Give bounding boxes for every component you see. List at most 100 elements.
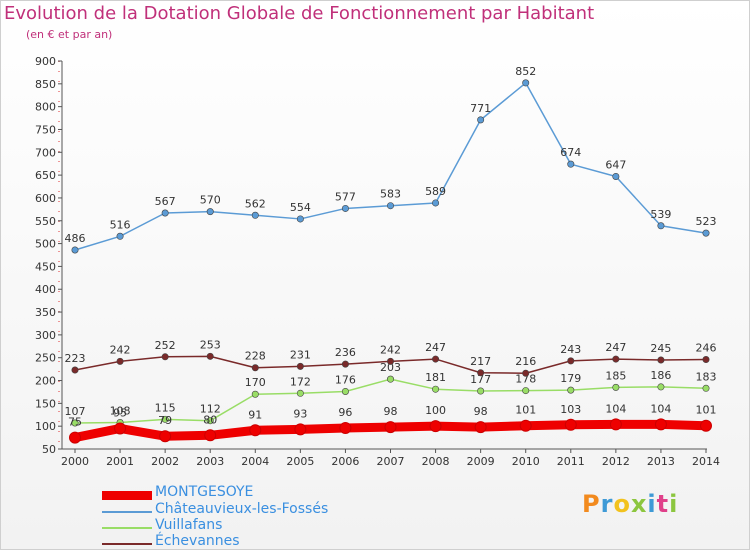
data-point xyxy=(251,211,259,219)
data-point xyxy=(296,215,304,223)
y-tick-label: 500 xyxy=(35,238,56,251)
data-label: 98 xyxy=(474,405,488,418)
data-label: 98 xyxy=(384,405,398,418)
legend-swatch-echevannes xyxy=(102,543,152,545)
data-point xyxy=(206,352,214,360)
logo-letter: x xyxy=(630,490,648,518)
data-label: 674 xyxy=(560,146,581,159)
data-label: 104 xyxy=(650,402,671,415)
data-point xyxy=(386,375,394,383)
data-label: 178 xyxy=(515,373,536,386)
logo-letter: t xyxy=(656,490,670,518)
chart-subtitle: (en € et par an) xyxy=(26,28,113,41)
data-label: 100 xyxy=(425,404,446,417)
data-label: 570 xyxy=(200,194,221,207)
data-label: 216 xyxy=(515,355,536,368)
data-point xyxy=(702,229,710,237)
x-tick-label: 2010 xyxy=(512,455,540,468)
data-point xyxy=(161,353,169,361)
data-label: 252 xyxy=(155,339,176,352)
data-point xyxy=(522,79,530,87)
data-label: 185 xyxy=(605,369,626,382)
legend-swatch-vuillafans xyxy=(102,527,152,529)
data-point xyxy=(71,246,79,254)
x-tick-label: 2003 xyxy=(196,455,224,468)
data-point xyxy=(251,390,259,398)
data-point xyxy=(206,417,214,425)
data-label: 217 xyxy=(470,355,491,368)
legend-label-montgesoye: MONTGESOYE xyxy=(155,484,254,500)
data-point xyxy=(206,208,214,216)
x-tick-label: 2014 xyxy=(692,455,720,468)
data-label: 242 xyxy=(110,343,131,356)
data-label: 183 xyxy=(696,370,717,383)
data-point xyxy=(700,419,712,432)
data-label: 231 xyxy=(290,348,311,361)
data-point xyxy=(657,222,665,230)
data-point xyxy=(567,160,575,168)
data-point xyxy=(116,357,124,365)
data-point xyxy=(386,357,394,365)
data-label: 91 xyxy=(248,408,262,421)
data-point xyxy=(522,387,530,395)
data-label: 104 xyxy=(605,402,626,415)
x-tick-label: 2002 xyxy=(151,455,179,468)
data-label: 108 xyxy=(110,405,131,418)
data-point xyxy=(432,385,440,393)
logo-letter: i xyxy=(647,490,657,518)
y-tick-label: 850 xyxy=(35,78,56,91)
data-label: 523 xyxy=(696,215,717,228)
y-tick-label: 50 xyxy=(42,443,56,456)
data-label: 236 xyxy=(335,346,356,359)
data-label: 247 xyxy=(605,341,626,354)
y-tick-label: 300 xyxy=(35,329,56,342)
data-point xyxy=(159,430,172,443)
data-label: 179 xyxy=(560,372,581,385)
data-label: 223 xyxy=(65,352,86,365)
data-point xyxy=(612,172,620,180)
y-tick-label: 350 xyxy=(35,306,56,319)
data-point xyxy=(69,431,81,444)
data-point xyxy=(522,369,530,377)
data-label: 181 xyxy=(425,371,446,384)
data-label: 170 xyxy=(245,376,266,389)
x-tick-label: 2004 xyxy=(241,455,269,468)
y-tick-label: 150 xyxy=(35,397,56,410)
data-point xyxy=(249,424,262,437)
data-point xyxy=(657,383,665,391)
data-label: 577 xyxy=(335,190,356,203)
y-tick-label: 100 xyxy=(35,420,56,433)
data-label: 567 xyxy=(155,195,176,208)
y-tick-label: 250 xyxy=(35,352,56,365)
data-label: 103 xyxy=(560,403,581,416)
data-point xyxy=(477,387,485,395)
data-point xyxy=(477,116,485,124)
data-label: 96 xyxy=(338,406,352,419)
data-point xyxy=(71,419,79,427)
data-label: 115 xyxy=(155,401,176,414)
data-point xyxy=(609,418,622,431)
x-tick-label: 2006 xyxy=(331,455,359,468)
data-label: 228 xyxy=(245,350,266,363)
data-point xyxy=(341,387,349,395)
y-tick-label: 400 xyxy=(35,283,56,296)
data-label: 245 xyxy=(650,342,671,355)
data-label: 101 xyxy=(696,404,717,417)
data-point xyxy=(161,415,169,423)
legend-label-vuillafans: Vuillafans xyxy=(155,517,223,533)
data-label: 554 xyxy=(290,201,311,214)
logo-letter: r xyxy=(600,490,614,518)
x-tick-label: 2009 xyxy=(467,455,495,468)
data-label: 203 xyxy=(380,361,401,374)
data-label: 539 xyxy=(650,208,671,221)
data-label: 172 xyxy=(290,375,311,388)
data-label: 177 xyxy=(470,373,491,386)
data-point xyxy=(341,204,349,212)
data-label: 112 xyxy=(200,403,221,416)
data-label: 93 xyxy=(293,407,307,420)
data-label: 583 xyxy=(380,188,401,201)
data-point xyxy=(654,418,667,431)
data-label: 647 xyxy=(605,158,626,171)
